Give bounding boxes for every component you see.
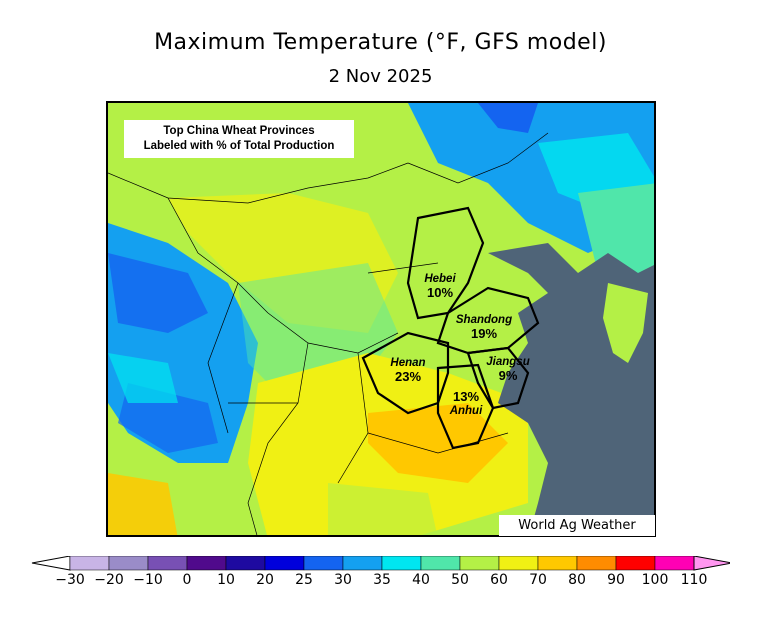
province-borders	[108, 132, 549, 535]
province-name: Henan	[390, 357, 426, 369]
shandong-outline	[436, 286, 540, 355]
province-percent: 13%	[452, 389, 480, 404]
field-very-cold-ne	[478, 103, 538, 133]
province-label-hebei: Hebei 10%	[412, 272, 468, 300]
province-percent: 19%	[470, 326, 498, 341]
province-name: Anhui	[449, 405, 483, 417]
legend-tick-label: 0	[182, 572, 192, 588]
legend-tick-label: −30	[55, 572, 85, 588]
province-label-anhui: 13% Anhui	[438, 390, 494, 418]
color-legend	[31, 556, 730, 571]
info-line-2: Labeled with % of Total Production	[143, 140, 335, 152]
map-title: Maximum Temperature (°F, GFS model)	[154, 30, 607, 55]
legend-tick-label: 50	[451, 572, 469, 588]
legend-swatch	[264, 556, 305, 571]
province-label-shandong: Shandong 19%	[448, 313, 520, 341]
info-box: Top China Wheat Provinces Labeled with %…	[124, 120, 354, 158]
legend-tick-label: 25	[295, 572, 313, 588]
legend-tick-label: 35	[373, 572, 391, 588]
field-cool-west	[108, 353, 178, 403]
legend-swatch	[420, 556, 461, 571]
legend-tick-label: 60	[490, 572, 508, 588]
legend-tick-label: −20	[94, 572, 124, 588]
legend-swatch	[225, 556, 266, 571]
field-green-south	[328, 483, 438, 535]
field-hot-south	[368, 403, 508, 483]
legend-tick-label: 80	[568, 572, 586, 588]
legend-swatch	[537, 556, 578, 571]
legend-swatch	[69, 556, 110, 571]
province-label-jiangsu: Jiangsu 9%	[480, 355, 536, 383]
province-name: Hebei	[424, 273, 456, 285]
jiangsu-outline	[466, 346, 530, 410]
wheat-province-outlines	[361, 206, 540, 450]
province-name: Jiangsu	[486, 356, 530, 368]
legend-tick-label: 110	[680, 572, 708, 588]
legend-tick-label: 90	[607, 572, 625, 588]
legend-swatch	[576, 556, 617, 571]
legend-swatch	[615, 556, 656, 571]
legend-swatch	[654, 556, 695, 571]
field-warm-sw	[108, 473, 178, 535]
legend-arrow-low	[31, 556, 71, 571]
legend-tick-label: 70	[529, 572, 547, 588]
legend-swatch	[108, 556, 149, 571]
province-percent: 10%	[426, 285, 454, 300]
legend-tick-label: 10	[217, 572, 235, 588]
legend-tick-label: 30	[334, 572, 352, 588]
watermark-label: World Ag Weather	[499, 515, 655, 536]
legend-swatch	[186, 556, 227, 571]
legend-swatch	[381, 556, 422, 571]
field-very-cold-west	[108, 253, 208, 333]
hebei-outline	[406, 206, 485, 320]
temperature-map	[106, 101, 656, 537]
field-warm-north	[168, 193, 398, 333]
korea-peninsula	[603, 283, 648, 363]
legend-tick-label: 40	[412, 572, 430, 588]
info-line-1: Top China Wheat Provinces	[163, 125, 315, 137]
legend-swatch	[498, 556, 539, 571]
temperature-field	[108, 103, 654, 535]
legend-tick-label: 100	[641, 572, 669, 588]
legend-swatch	[303, 556, 344, 571]
henan-outline	[361, 331, 450, 415]
province-name: Shandong	[455, 314, 513, 326]
legend-tick-label: −10	[133, 572, 163, 588]
legend-swatch	[147, 556, 188, 571]
province-label-henan: Henan 23%	[378, 356, 438, 384]
map-date: 2 Nov 2025	[328, 66, 433, 87]
legend-arrow-high	[693, 556, 730, 571]
legend-swatch	[459, 556, 500, 571]
anhui-outline	[436, 363, 495, 450]
legend-tick-label: 20	[256, 572, 274, 588]
province-percent: 9%	[498, 368, 518, 383]
province-percent: 23%	[394, 369, 422, 384]
legend-swatch	[342, 556, 383, 571]
